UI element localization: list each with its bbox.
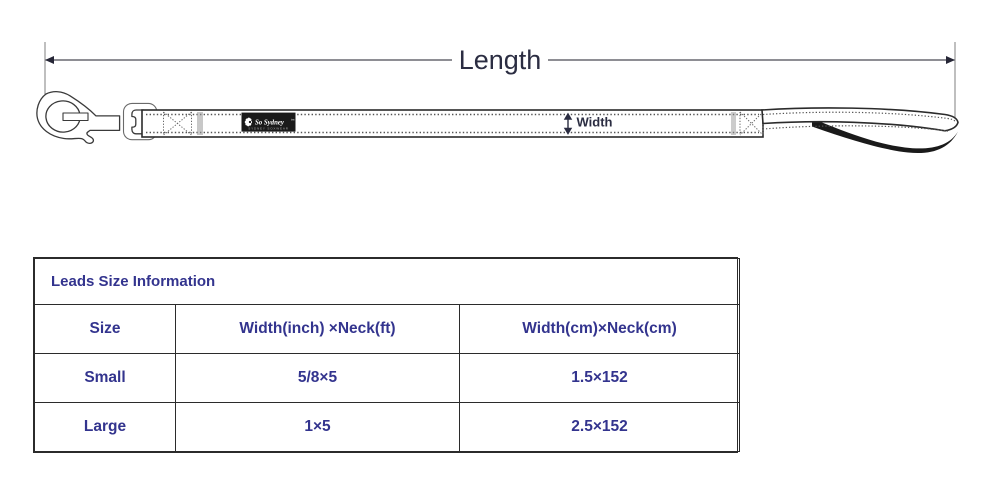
svg-text:So Sydney: So Sydney — [255, 120, 285, 127]
svg-text:tm: tm — [291, 118, 295, 122]
svg-text:Width: Width — [577, 115, 613, 130]
svg-text:Length: Length — [459, 45, 542, 75]
svg-text:SYDNEY SOXWEAR: SYDNEY SOXWEAR — [248, 127, 289, 131]
